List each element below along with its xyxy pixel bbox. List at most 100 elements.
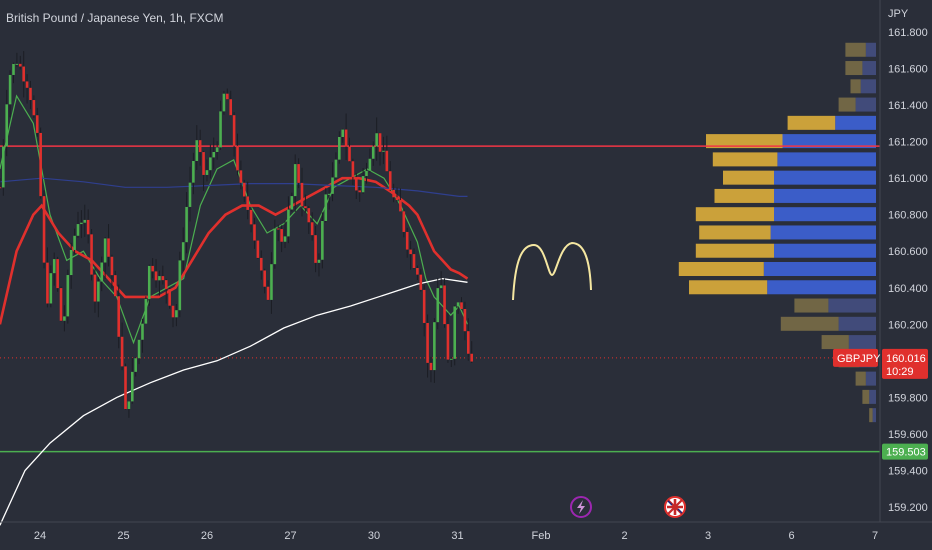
candle-body (185, 206, 188, 243)
candle-body (76, 224, 80, 236)
candle-body (388, 171, 392, 190)
profile-bar-up (712, 152, 778, 167)
event-icons[interactable] (570, 496, 686, 518)
candle-body (97, 281, 100, 302)
volume-profile (678, 42, 876, 423)
candle-body (348, 146, 351, 162)
candle-body (324, 194, 328, 221)
candle-body (246, 196, 249, 210)
candle-body (222, 93, 226, 112)
profile-bar-up (689, 280, 768, 295)
profile-bar-down (767, 280, 876, 295)
candle-body (453, 306, 457, 359)
profile-bar-down (777, 152, 876, 167)
head-and-shoulders-pattern (512, 241, 592, 301)
candles (0, 51, 473, 418)
candle-body (100, 262, 104, 282)
candle-body (385, 150, 389, 172)
candle-body (32, 100, 36, 116)
x-tick-label: 27 (284, 530, 296, 542)
candle-body (375, 133, 378, 147)
candle-body (137, 339, 141, 359)
candle-body (73, 235, 76, 250)
candle-body (368, 158, 372, 171)
candle-body (446, 324, 450, 360)
uk-flag-event-icon[interactable] (664, 496, 686, 518)
profile-bar-down (774, 207, 876, 222)
candle-body (402, 211, 406, 232)
candle-body (331, 177, 334, 194)
candle-body (443, 285, 446, 325)
candle-body (259, 257, 263, 271)
candle-body (5, 104, 9, 147)
profile-bar-down (774, 243, 876, 258)
profile-bar-down (855, 97, 876, 112)
support-price-tag-bg (882, 443, 928, 460)
candle-body (8, 74, 12, 105)
candle-body (178, 260, 182, 311)
candle-body (181, 242, 185, 261)
candle-body (209, 157, 212, 171)
x-tick-label: 24 (34, 530, 46, 542)
candle-body (127, 401, 131, 410)
candle-body (358, 190, 361, 193)
candle-body (426, 322, 429, 363)
profile-bar-up (714, 188, 774, 203)
x-tick-label: 6 (788, 530, 794, 542)
candle-body (263, 270, 266, 287)
candle-body (256, 240, 260, 258)
pattern-curve (512, 241, 592, 301)
profile-bar-up (787, 115, 836, 130)
y-tick-label: 160.400 (888, 283, 928, 295)
profile-bar-up (850, 79, 861, 94)
candle-body (134, 358, 137, 372)
profile-bar-up (706, 134, 783, 149)
x-tick-label: Feb (532, 530, 551, 542)
countdown-timer: 10:29 (886, 366, 914, 378)
y-tick-label: 161.600 (888, 64, 928, 76)
candle-body (470, 353, 473, 362)
candle-body (266, 286, 270, 300)
candle-body (412, 254, 416, 269)
y-tick-label: 159.800 (888, 392, 928, 404)
profile-bar-down (862, 61, 876, 76)
candle-body (321, 220, 324, 260)
candle-body (25, 81, 29, 88)
x-tick-label: 7 (872, 530, 878, 542)
profile-bar-down (774, 188, 876, 203)
support-price-tag-text: 159.503 (886, 447, 926, 459)
last-price-value: 160.016 (886, 353, 926, 365)
candle-body (90, 234, 93, 275)
candle-body (103, 238, 107, 263)
candle-body (46, 262, 49, 304)
candle-body (2, 146, 5, 188)
candle-body (239, 170, 243, 183)
candle-body (161, 276, 165, 281)
candle-body (120, 336, 124, 367)
candle-body (124, 366, 127, 410)
candle-body (226, 93, 229, 100)
candle-body (219, 111, 222, 148)
candle-body (436, 288, 440, 323)
candle-body (205, 170, 209, 175)
candle-body (378, 133, 382, 152)
candle-body (429, 362, 433, 371)
indicator-lines (0, 94, 880, 526)
candle-body (450, 358, 453, 360)
long_ma-line (0, 277, 468, 526)
candle-body (310, 222, 314, 236)
candle-body (344, 129, 348, 147)
profile-bar-down (865, 371, 876, 386)
profile-bar-up (678, 262, 764, 276)
candle-body (164, 280, 168, 290)
candle-body (290, 196, 294, 210)
x-tick-label: 3 (705, 530, 711, 542)
lightning-event-icon[interactable] (570, 496, 592, 518)
y-tick-label: 160.800 (888, 210, 928, 222)
candle-body (192, 160, 195, 183)
slow_ma-line (0, 177, 468, 197)
candle-body (338, 136, 341, 160)
y-tick-label: 160.600 (888, 246, 928, 258)
